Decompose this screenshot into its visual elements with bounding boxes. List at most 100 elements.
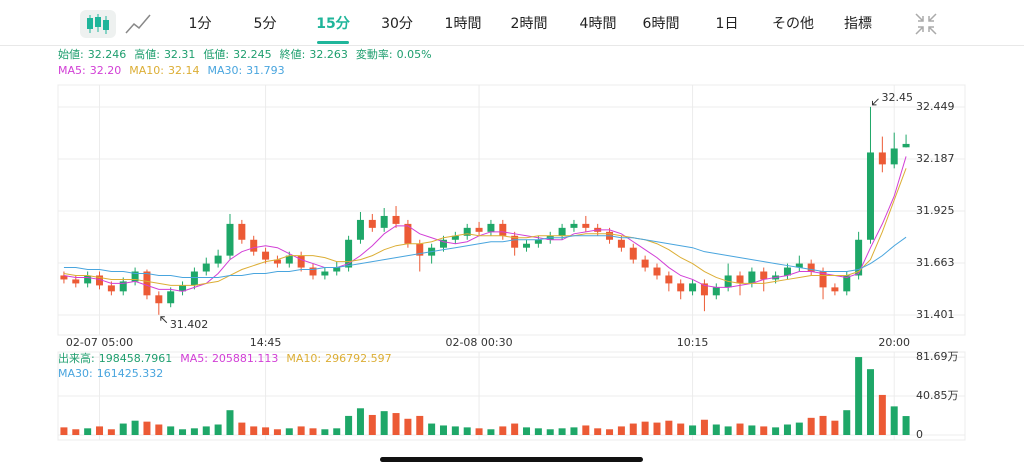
tab[interactable]: 2時間 xyxy=(511,16,548,32)
legend-value: 32.14 xyxy=(168,64,200,77)
candle-body xyxy=(404,223,412,244)
icon-stroke xyxy=(928,13,937,22)
volume-bar xyxy=(392,413,400,435)
tab[interactable]: 1時間 xyxy=(445,16,482,32)
volume-tick-label: 0 xyxy=(916,428,923,441)
x-tick-label: 02-07 05:00 xyxy=(66,336,133,349)
candle-body xyxy=(831,287,839,292)
volume-bar xyxy=(179,429,187,435)
volume-bar xyxy=(629,423,637,435)
candle-body xyxy=(570,223,578,228)
volume-bar xyxy=(523,427,531,435)
price-frame xyxy=(57,84,966,336)
x-tick-label: 20:00 xyxy=(878,336,910,349)
volume-bar xyxy=(843,410,851,435)
home-indicator xyxy=(380,457,643,462)
volume-bar xyxy=(250,426,258,435)
y-tick-label: 31.401 xyxy=(916,308,955,321)
icon-body xyxy=(95,17,101,27)
volume-bar xyxy=(807,417,815,435)
candle-body xyxy=(179,285,187,292)
high-label: 32.45 xyxy=(881,91,913,104)
tab[interactable]: 指標 xyxy=(844,16,872,32)
volume-bar xyxy=(155,424,163,435)
legend-line: 始値: 32.246 高値: 32.31 低値: 32.245 終値: 32.263 変動率: 0… xyxy=(58,47,432,61)
candle-body xyxy=(416,243,424,256)
legend-value: 198458.7961 xyxy=(99,352,172,365)
candle-body xyxy=(285,255,293,264)
legend-line: MA30: 161425.332 xyxy=(58,367,163,380)
tab[interactable]: 30分 xyxy=(381,16,413,32)
legend-label: MA30: xyxy=(58,367,93,380)
volume-bar xyxy=(772,427,780,435)
legend-label: MA10: xyxy=(286,352,321,365)
volume-bar xyxy=(475,428,483,435)
candle-body xyxy=(238,223,246,240)
tab[interactable]: 15分 xyxy=(316,16,350,32)
volume-bar xyxy=(558,428,566,435)
candle-body xyxy=(250,239,258,252)
volume-bar xyxy=(902,416,910,435)
volume-bar xyxy=(214,424,222,435)
volume-bar xyxy=(60,427,68,435)
volume-bar xyxy=(783,424,791,435)
candle-body xyxy=(368,219,376,228)
volume-bar xyxy=(795,422,803,435)
volume-bar xyxy=(748,425,756,435)
tab[interactable]: 5分 xyxy=(254,16,277,32)
volume-bar xyxy=(570,427,578,435)
volume-bar xyxy=(380,411,388,435)
candle-body xyxy=(84,275,92,284)
tab[interactable]: 1日 xyxy=(716,16,739,32)
candle-body xyxy=(143,271,151,296)
volume-bar xyxy=(356,408,364,435)
volume-bar xyxy=(72,429,80,435)
candle-body xyxy=(475,227,483,232)
legend-value: 32.20 xyxy=(90,64,122,77)
volume-bar xyxy=(167,426,175,435)
legend-label: 出来高: xyxy=(58,351,95,365)
candle-body xyxy=(107,285,115,292)
candle-body xyxy=(819,271,827,288)
volume-bar xyxy=(309,428,317,435)
legend-line: 出来高: 198458.7961 MA5: 205881.113 MA10: 296792… xyxy=(58,351,392,365)
candle-body xyxy=(641,259,649,268)
candle-body xyxy=(689,283,697,292)
candle-body xyxy=(273,259,281,264)
volume-bar xyxy=(96,426,104,435)
low-arrow xyxy=(160,316,168,324)
y-tick-label: 31.925 xyxy=(916,204,955,217)
legend-value: 296792.597 xyxy=(325,352,391,365)
volume-bar xyxy=(617,426,625,435)
candle-body xyxy=(345,239,353,268)
line-mode-button[interactable] xyxy=(125,14,151,34)
legend-label: 変動率: xyxy=(356,47,393,61)
candle-body xyxy=(392,215,400,224)
candle-body xyxy=(60,275,68,280)
candle-body xyxy=(297,255,305,268)
tab[interactable]: 6時間 xyxy=(643,16,680,32)
icon-stroke xyxy=(928,26,937,35)
candle-body xyxy=(214,255,222,264)
candle-body xyxy=(700,283,708,296)
tab[interactable]: 1分 xyxy=(189,16,212,32)
candle-body xyxy=(760,271,768,280)
collapse-button[interactable] xyxy=(915,13,937,35)
volume-bar xyxy=(297,426,305,435)
candle-body xyxy=(712,287,720,296)
candle-body xyxy=(333,267,341,272)
legend-label: 始値: xyxy=(58,47,84,61)
tab[interactable]: その他 xyxy=(772,16,814,32)
tab[interactable]: 4時間 xyxy=(580,16,617,32)
legend-value: 161425.332 xyxy=(97,367,163,380)
legend-label: 高値: xyxy=(134,47,160,61)
low-label: 31.402 xyxy=(170,318,209,331)
volume-bar xyxy=(202,426,210,435)
volume-bar xyxy=(404,418,412,435)
candle-body xyxy=(665,275,673,284)
candle-body xyxy=(72,279,80,284)
candle-mode-button[interactable] xyxy=(80,10,116,38)
icon-body xyxy=(87,18,93,29)
